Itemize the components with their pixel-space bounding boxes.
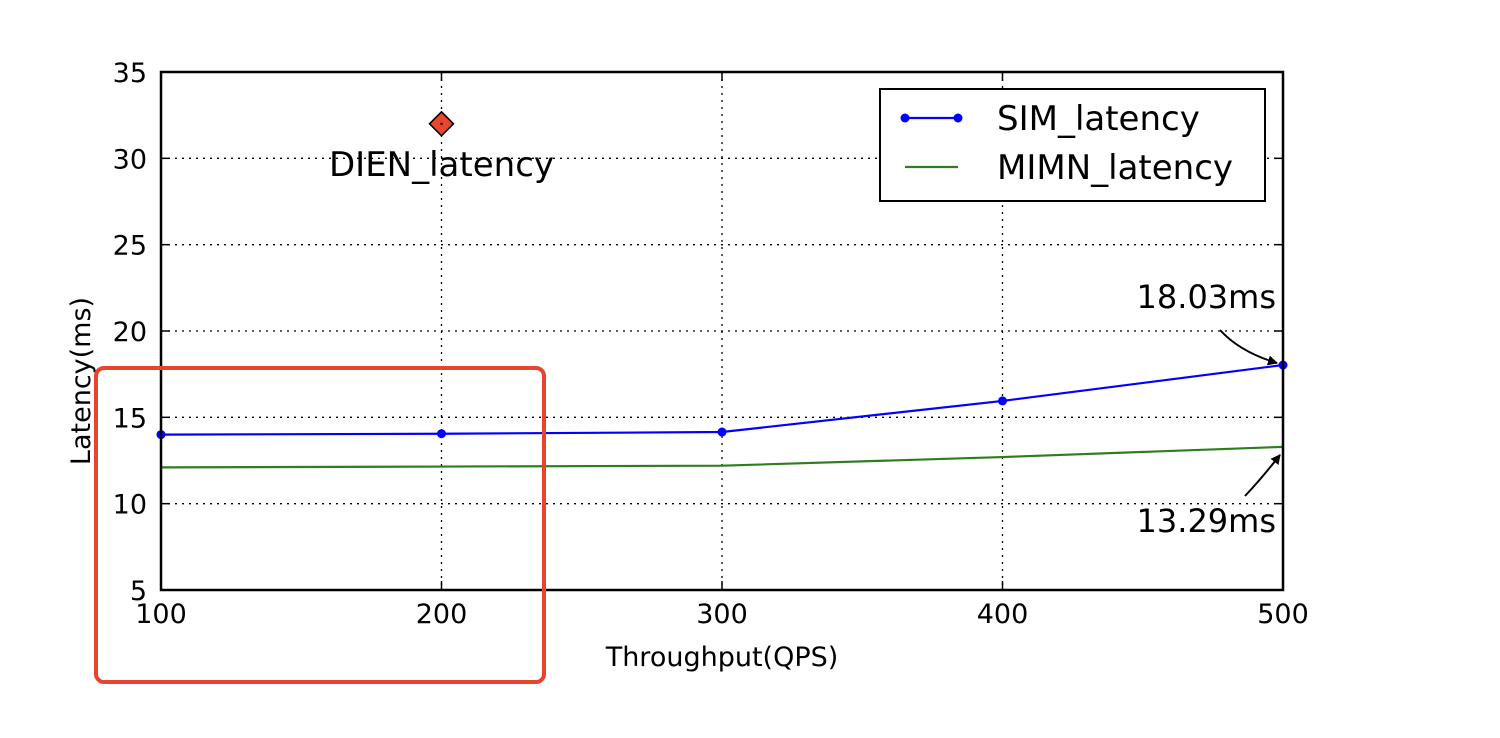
x-tick-label: 500 [1257,599,1309,630]
legend-box [879,88,1266,202]
annotation-arrow [1219,329,1278,366]
series-line-mimn-latency [160,445,1284,469]
series-line-sim-latency [160,363,1284,436]
point-label: DIEN_latency [329,145,554,185]
x-axis-label: Throughput(QPS) [605,642,839,673]
highlight-box [94,366,546,684]
x-tick-label: 400 [977,599,1029,630]
x-tick-label: 300 [696,599,748,630]
annotation-arrow [1244,454,1281,497]
legend-label: SIM_latency [997,99,1200,139]
annotation-sim-value: 18.03ms [1137,278,1276,316]
legend-marker [953,113,963,123]
point-layer: DIEN_latency [329,110,554,185]
legend: SIM_latency MIMN_latency [879,88,1266,202]
legend-marker [900,113,910,123]
annotation-mimn-value: 13.29ms [1137,502,1276,540]
data-point [717,427,727,437]
y-tick-label: 35 [113,58,147,89]
annotation-layer: 18.03ms 13.29ms [1137,278,1281,540]
data-point [437,429,446,439]
y-tick-label: 5 [130,576,147,607]
legend-label: MIMN_latency [997,148,1233,188]
y-tick-label: 15 [113,403,147,434]
axis-ticks: 100 200 300 400 500 5 10 15 20 25 30 35 [113,58,1309,630]
y-tick-label: 30 [113,144,147,175]
y-tick-label: 20 [113,317,147,348]
y-tick-label: 25 [113,231,147,262]
y-tick-label: 10 [113,490,147,521]
diamond-center-dot [440,122,443,126]
x-tick-label: 200 [416,599,468,630]
y-axis-label: Latency(ms) [66,297,97,465]
data-point [998,396,1007,406]
x-tick-label: 100 [135,599,187,630]
